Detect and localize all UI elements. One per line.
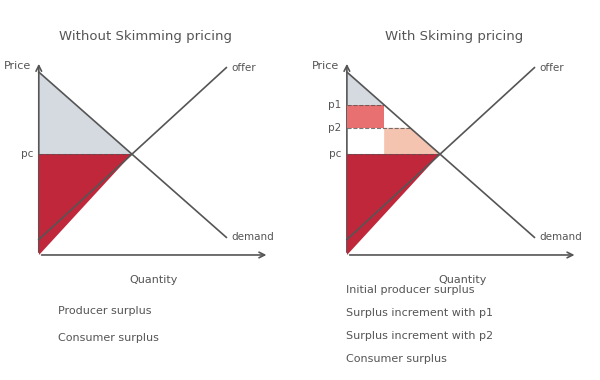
Text: Price: Price <box>311 61 339 71</box>
Text: demand: demand <box>232 232 274 242</box>
Polygon shape <box>39 154 132 255</box>
Text: p1: p1 <box>328 100 341 110</box>
Text: Consumer surplus: Consumer surplus <box>346 354 447 364</box>
Text: Quantity: Quantity <box>130 275 178 285</box>
Text: Price: Price <box>4 61 31 71</box>
Text: offer: offer <box>540 63 565 73</box>
Title: Without Skimming pricing: Without Skimming pricing <box>59 30 232 43</box>
Text: offer: offer <box>232 63 256 73</box>
Polygon shape <box>39 72 132 154</box>
Text: demand: demand <box>540 232 583 242</box>
Title: With Skiming pricing: With Skiming pricing <box>385 30 523 43</box>
Text: Initial producer surplus: Initial producer surplus <box>346 285 475 295</box>
Text: Surplus increment with p2: Surplus increment with p2 <box>346 331 493 341</box>
Text: p2: p2 <box>328 123 341 133</box>
Text: pc: pc <box>21 149 34 159</box>
Polygon shape <box>347 154 440 255</box>
Polygon shape <box>347 72 384 105</box>
Text: Quantity: Quantity <box>438 275 486 285</box>
Text: Consumer surplus: Consumer surplus <box>58 333 159 343</box>
Text: Producer surplus: Producer surplus <box>58 306 152 316</box>
Polygon shape <box>347 105 384 128</box>
Text: pc: pc <box>329 149 341 159</box>
Text: Surplus increment with p1: Surplus increment with p1 <box>346 308 493 318</box>
Polygon shape <box>384 128 440 154</box>
